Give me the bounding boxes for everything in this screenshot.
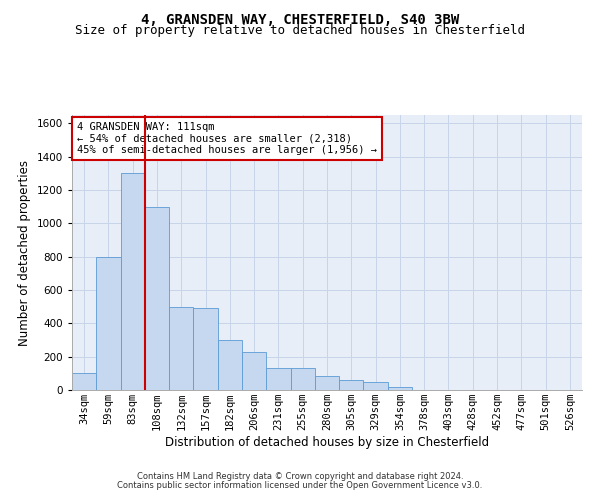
Bar bbox=[388, 386, 412, 390]
Y-axis label: Number of detached properties: Number of detached properties bbox=[18, 160, 31, 346]
Bar bbox=[169, 306, 193, 390]
Text: Contains HM Land Registry data © Crown copyright and database right 2024.: Contains HM Land Registry data © Crown c… bbox=[137, 472, 463, 481]
Bar bbox=[145, 206, 169, 390]
Text: Contains public sector information licensed under the Open Government Licence v3: Contains public sector information licen… bbox=[118, 481, 482, 490]
Text: 4, GRANSDEN WAY, CHESTERFIELD, S40 3BW: 4, GRANSDEN WAY, CHESTERFIELD, S40 3BW bbox=[141, 12, 459, 26]
Bar bbox=[193, 308, 218, 390]
Text: Size of property relative to detached houses in Chesterfield: Size of property relative to detached ho… bbox=[75, 24, 525, 37]
Bar bbox=[72, 374, 96, 390]
Bar bbox=[266, 368, 290, 390]
Bar bbox=[339, 380, 364, 390]
Bar bbox=[364, 382, 388, 390]
Bar bbox=[121, 174, 145, 390]
Bar bbox=[290, 368, 315, 390]
Bar bbox=[242, 352, 266, 390]
Text: 4 GRANSDEN WAY: 111sqm
← 54% of detached houses are smaller (2,318)
45% of semi-: 4 GRANSDEN WAY: 111sqm ← 54% of detached… bbox=[77, 122, 377, 155]
Bar bbox=[96, 256, 121, 390]
Bar bbox=[218, 340, 242, 390]
Bar bbox=[315, 376, 339, 390]
X-axis label: Distribution of detached houses by size in Chesterfield: Distribution of detached houses by size … bbox=[165, 436, 489, 449]
